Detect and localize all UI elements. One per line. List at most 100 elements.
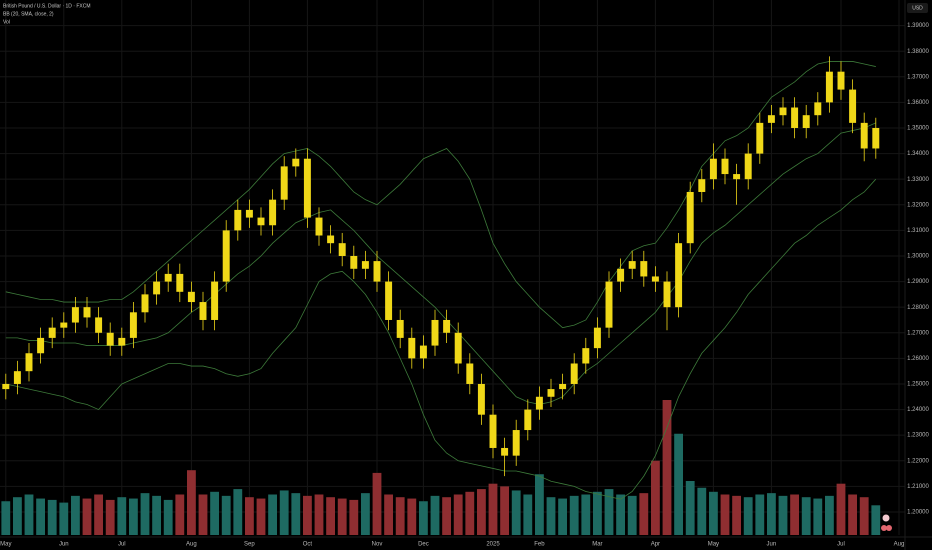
- candle-body: [292, 158, 300, 167]
- candle-body: [663, 281, 671, 308]
- volume-bar: [581, 494, 591, 535]
- band-basis: [5, 122, 876, 405]
- y-tick-label: 1.22000: [907, 458, 929, 464]
- volume-bar: [418, 501, 428, 535]
- candle-body: [454, 332, 462, 364]
- candle-body: [71, 307, 79, 323]
- volume-bar: [291, 493, 301, 535]
- volume-bar: [546, 497, 556, 535]
- candle-body: [802, 115, 810, 128]
- indicator-label: BB (20, SMA, close, 2): [3, 11, 54, 17]
- candle-body: [709, 158, 717, 180]
- volume-bar: [732, 495, 742, 535]
- candle-body: [408, 337, 416, 359]
- candle-body: [350, 255, 358, 269]
- candle-body: [767, 115, 775, 123]
- candle-body: [570, 363, 578, 384]
- volume-bar: [569, 495, 579, 535]
- y-tick-label: 1.25000: [907, 382, 929, 388]
- candle-body: [373, 261, 381, 282]
- volume-bar: [592, 491, 602, 535]
- volume-bar: [430, 495, 440, 535]
- candle-body: [582, 348, 590, 364]
- volume-bar: [105, 499, 115, 535]
- candle-body: [48, 327, 56, 338]
- candle-body: [860, 122, 868, 149]
- volume-bar: [674, 433, 684, 535]
- volume-bar: [198, 494, 208, 535]
- candle-body: [153, 281, 161, 295]
- volume-bar: [395, 497, 405, 535]
- event-icon[interactable]: [881, 525, 887, 531]
- y-tick-label: 1.23000: [907, 433, 929, 439]
- volume-bar: [824, 495, 834, 535]
- event-icon[interactable]: [886, 525, 892, 531]
- volume-bar: [349, 499, 359, 535]
- candle-body: [129, 312, 137, 338]
- grid: [0, 0, 905, 535]
- volume-bar: [221, 495, 231, 535]
- candle-body: [60, 322, 68, 328]
- candle-body: [675, 243, 683, 308]
- volume-bar: [384, 494, 394, 535]
- y-tick-label: 1.20000: [907, 510, 929, 516]
- candle-body: [791, 107, 799, 128]
- candle-body: [327, 235, 335, 244]
- currency-label[interactable]: USD: [912, 5, 923, 11]
- candle-body: [535, 396, 543, 410]
- volume-bar: [47, 499, 57, 535]
- candle-body: [269, 199, 277, 226]
- x-tick-label: May: [0, 542, 11, 548]
- volume-bar: [662, 400, 672, 535]
- volume-bar: [1, 501, 11, 535]
- candle-body: [837, 71, 845, 90]
- volume-bar: [697, 487, 707, 535]
- volume-bar: [210, 491, 220, 535]
- candle-body: [547, 389, 555, 397]
- volume-bar: [511, 490, 521, 535]
- volume-bar: [558, 498, 568, 535]
- candle-body: [211, 281, 219, 320]
- volume-bar: [720, 494, 730, 535]
- y-tick-label: 1.37000: [907, 74, 929, 80]
- volume-bar: [488, 483, 498, 535]
- candle-body: [477, 383, 485, 415]
- y-tick-label: 1.21000: [907, 484, 929, 490]
- event-icon[interactable]: [882, 514, 890, 522]
- volume-bar: [859, 497, 869, 535]
- candle-body: [187, 291, 195, 303]
- candle-body: [744, 153, 752, 180]
- candle-body: [489, 414, 497, 448]
- candle-body: [245, 209, 253, 218]
- candle-body: [779, 107, 787, 116]
- candle-body: [443, 319, 451, 333]
- candles: [2, 56, 880, 477]
- volume-bar: [326, 497, 336, 535]
- candle-body: [814, 102, 822, 116]
- candle-body: [164, 273, 172, 282]
- candle-body: [431, 319, 439, 346]
- volume-bar: [616, 494, 626, 535]
- candle-body: [315, 217, 323, 236]
- volume-bar: [743, 497, 753, 535]
- x-tick-label: 2025: [486, 542, 500, 548]
- candle-body: [825, 71, 833, 103]
- candle-body: [419, 345, 427, 359]
- y-tick-label: 1.33000: [907, 177, 929, 183]
- volume-bar: [117, 497, 127, 535]
- volume-bar: [372, 472, 382, 535]
- volume-bar: [82, 498, 92, 535]
- volume-bar: [59, 502, 69, 535]
- volume-bar: [186, 470, 196, 535]
- x-tick-label: Nov: [372, 542, 383, 548]
- volume-bar: [708, 491, 718, 535]
- candle-body: [13, 371, 21, 384]
- currency-box[interactable]: [907, 3, 928, 13]
- y-tick-label: 1.39000: [907, 23, 929, 29]
- volume-bar: [685, 481, 695, 535]
- volume-bar: [836, 483, 846, 535]
- x-tick-label: Oct: [303, 542, 313, 548]
- candle-body: [95, 317, 103, 333]
